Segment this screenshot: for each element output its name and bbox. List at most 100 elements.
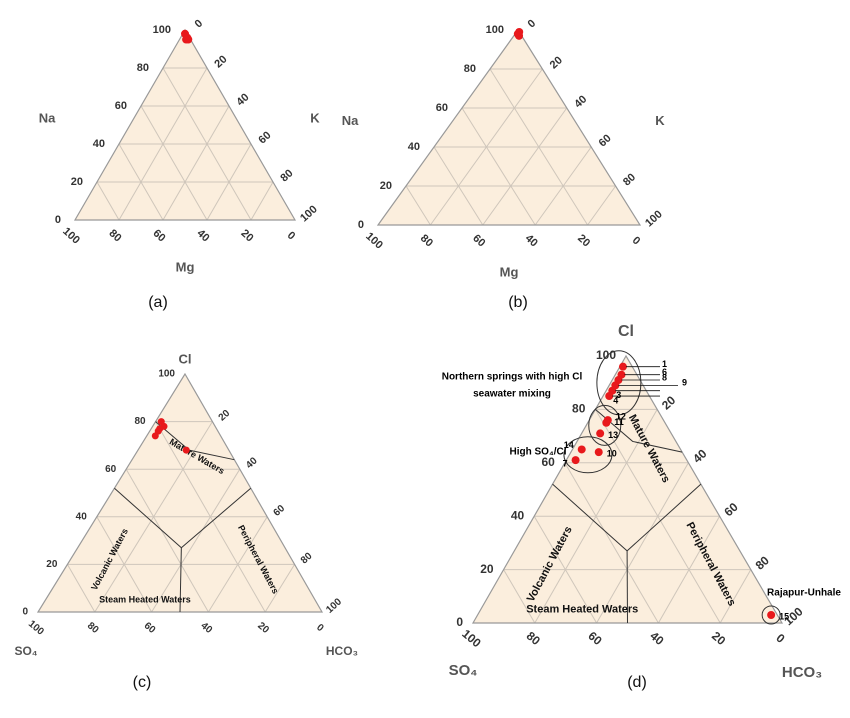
tick-label-bottom: 20: [709, 629, 728, 649]
triangle-outline: [73, 28, 297, 221]
zone-boundary: [626, 483, 702, 552]
grid-line: [206, 143, 252, 221]
sample-point: [767, 610, 776, 619]
grid-line: [719, 569, 752, 624]
point-number-label: 15: [779, 611, 789, 621]
sample-point: [151, 432, 159, 440]
annotation-high-so4: High SO₄/Cl: [510, 447, 567, 458]
tick-label-right: 20: [212, 53, 229, 70]
tick-label-bottom: 60: [150, 227, 167, 244]
tick-label-bottom: 0: [630, 234, 643, 247]
point-number-label: 11: [614, 417, 624, 427]
grid-line: [657, 515, 721, 624]
annotation-northern-springs: Northern springs with high Cl: [442, 372, 583, 383]
tick-label-bottom: 20: [575, 232, 592, 249]
tick-label-right: 20: [548, 54, 565, 71]
tick-label-right: 60: [256, 129, 273, 146]
tick-label-bottom: 40: [199, 620, 215, 636]
tick-label-left: 20: [480, 562, 494, 576]
tick-label-right: 40: [690, 446, 710, 466]
grid-line: [534, 146, 592, 226]
tick-label-left: 40: [511, 508, 525, 522]
tick-label-bottom: 100: [459, 627, 484, 651]
triangle-fill: [38, 374, 322, 612]
tick-label-left: 60: [115, 100, 127, 112]
cluster-ellipse: [596, 350, 642, 416]
tick-label-right: 80: [621, 171, 638, 188]
tick-label-right: 20: [217, 408, 233, 424]
tick-label-bottom: 0: [285, 229, 298, 242]
grid-line: [405, 185, 431, 226]
sample-point: [594, 448, 603, 457]
axis-label-right: HCO₃: [326, 644, 358, 658]
tick-label-bottom: 40: [194, 227, 211, 244]
tick-label-bottom: 60: [470, 232, 487, 249]
axis-label-right: K: [310, 111, 320, 126]
point-number-label: 14: [564, 440, 574, 450]
tick-label-right: 80: [753, 553, 773, 573]
tick-label-right: 60: [597, 132, 614, 149]
grid-line: [118, 143, 164, 221]
sample-point: [605, 392, 614, 401]
tick-label-bottom: 0: [314, 622, 326, 634]
sample-point: [515, 31, 524, 40]
axis-label-top: Cl: [618, 323, 634, 340]
axis-label-bottom: Mg: [500, 264, 519, 279]
point-number-label: 4: [613, 395, 618, 405]
tick-label-bottom: 20: [238, 227, 255, 244]
tick-label-left: 0: [358, 219, 364, 231]
tick-label-bottom: 80: [418, 232, 435, 249]
tick-label-bottom: 0: [773, 631, 787, 646]
tick-label-left: 80: [464, 63, 476, 75]
tick-label-bottom: 100: [363, 230, 385, 251]
tick-label-right: 80: [278, 167, 295, 184]
tick-label-bottom: 80: [85, 620, 101, 636]
tick-label-right: 0: [526, 17, 539, 30]
cluster-ellipse: [563, 436, 613, 474]
tick-label-left: 60: [436, 102, 448, 114]
grid-line: [96, 181, 120, 221]
tick-label-right: 0: [193, 17, 206, 30]
axis-label-top: Cl: [179, 351, 192, 366]
zone-label-steam: Steam Heated Waters: [99, 594, 191, 604]
tick-label-left: 40: [93, 138, 105, 150]
tick-label-left: 80: [134, 416, 146, 427]
grid-line: [596, 462, 689, 624]
tick-label-left: 0: [456, 615, 463, 629]
tick-label-left: 40: [408, 141, 420, 153]
grid-line: [250, 181, 274, 221]
tick-label-right: 20: [659, 393, 679, 413]
triangle-fill: [378, 30, 640, 225]
axis-label-left: Na: [39, 111, 56, 126]
axis-label-right: K: [655, 113, 665, 128]
grid-line: [96, 516, 153, 613]
tick-label-bottom: 100: [60, 225, 82, 246]
triangle-outline: [376, 28, 642, 226]
grid-line: [564, 462, 659, 624]
tick-label-bottom: 40: [523, 232, 540, 249]
grid-line: [264, 564, 296, 613]
grid-line: [533, 515, 598, 624]
tick-label-left: 100: [153, 24, 171, 36]
sample-point: [602, 418, 611, 427]
point-number-label: 6: [662, 367, 667, 377]
grid-line: [151, 468, 241, 613]
panel-caption: (a): [148, 294, 168, 311]
tick-label-left: 100: [596, 348, 616, 362]
panel-caption: (b): [508, 294, 528, 311]
zone-boundary: [179, 547, 182, 613]
grid-line: [461, 107, 536, 226]
tick-label-left: 20: [71, 176, 83, 188]
point-number-label: 3: [616, 390, 621, 400]
tick-label-right: 100: [643, 208, 665, 229]
tick-label-left: 20: [380, 180, 392, 192]
tick-label-left: 100: [486, 24, 504, 36]
tick-label-left: 60: [541, 455, 555, 469]
tick-label-left: 0: [55, 214, 61, 226]
grid-line: [482, 107, 568, 226]
zone-label-steam: Steam Heated Waters: [526, 604, 638, 616]
zone-boundary: [181, 487, 252, 549]
tick-label-right: 100: [298, 203, 320, 224]
